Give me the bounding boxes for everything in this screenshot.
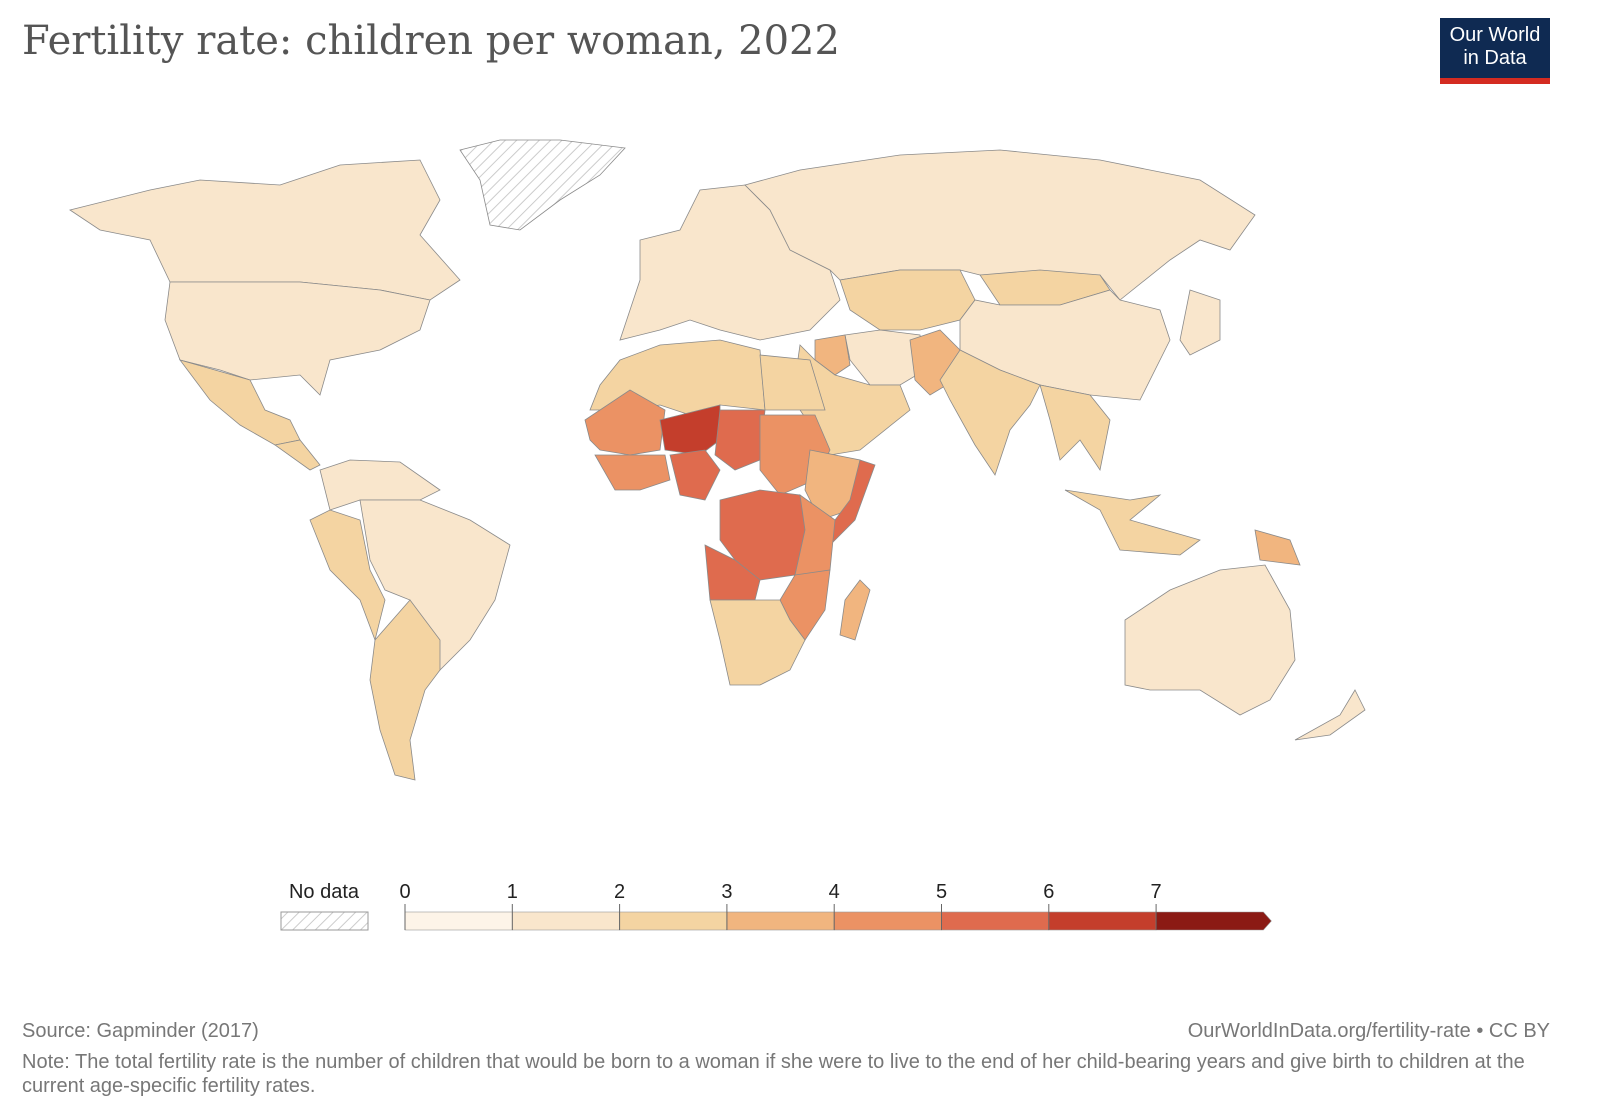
world-map bbox=[69, 139, 1366, 781]
region-argentina[interactable] bbox=[369, 599, 441, 781]
region-russia[interactable] bbox=[744, 149, 1256, 301]
region-mali-chad[interactable] bbox=[714, 409, 766, 471]
note-text: Note: The total fertility rate is the nu… bbox=[22, 1051, 1525, 1097]
region-australia[interactable] bbox=[1124, 564, 1296, 716]
region-angola[interactable] bbox=[704, 544, 761, 601]
no-data-label: No data bbox=[289, 881, 360, 903]
legend-tick-label: 6 bbox=[1043, 881, 1054, 903]
region-sahel-west[interactable] bbox=[584, 389, 666, 456]
region-new-zealand[interactable] bbox=[1294, 689, 1366, 741]
legend-tick-label: 1 bbox=[507, 881, 518, 903]
legend-tick-label: 2 bbox=[614, 881, 625, 903]
legend-bin bbox=[404, 911, 513, 931]
source-text: Source: Gapminder (2017) bbox=[22, 1020, 259, 1042]
legend-bin bbox=[941, 911, 1050, 931]
region-southeast-asia[interactable] bbox=[1039, 384, 1111, 472]
legend-tick-label: 3 bbox=[721, 881, 732, 903]
no-data-swatch bbox=[280, 911, 369, 931]
region-brazil[interactable] bbox=[359, 499, 511, 671]
legend-bin bbox=[1155, 911, 1272, 931]
region-greenland[interactable] bbox=[459, 139, 626, 231]
legend-bin bbox=[726, 911, 835, 931]
source-url-link[interactable]: OurWorldInData.org/fertility-rate • CC B… bbox=[1187, 1020, 1550, 1042]
region-japan[interactable] bbox=[1179, 289, 1221, 356]
logo-line2: in Data bbox=[1463, 47, 1527, 69]
region-egypt[interactable] bbox=[759, 354, 826, 411]
legend-bin bbox=[833, 911, 942, 931]
region-madagascar[interactable] bbox=[839, 579, 871, 641]
region-central-america[interactable] bbox=[274, 439, 321, 471]
logo-bar bbox=[1440, 78, 1550, 84]
region-india[interactable] bbox=[939, 349, 1041, 476]
owid-logo[interactable]: Our World in Data bbox=[1440, 18, 1550, 84]
region-niger[interactable] bbox=[659, 404, 721, 456]
region-southern-africa[interactable] bbox=[709, 599, 806, 686]
legend-tick-label: 4 bbox=[829, 881, 840, 903]
logo-line1: Our World bbox=[1449, 24, 1541, 46]
legend-bin bbox=[511, 911, 620, 931]
region-andes[interactable] bbox=[309, 509, 386, 642]
region-ethiopia[interactable] bbox=[804, 449, 861, 521]
chart-title: Fertility rate: children per woman, 2022 bbox=[22, 18, 840, 64]
region-nigeria[interactable] bbox=[669, 449, 721, 501]
region-south-america-north[interactable] bbox=[319, 459, 441, 511]
region-canada[interactable] bbox=[69, 159, 461, 301]
region-iran[interactable] bbox=[844, 329, 926, 386]
legend-bin bbox=[1048, 911, 1157, 931]
color-legend: No data 0 1 2 3 4 5 6 7 bbox=[280, 881, 1272, 931]
region-west-coast[interactable] bbox=[594, 454, 671, 491]
region-iraq[interactable] bbox=[814, 334, 851, 376]
region-png[interactable] bbox=[1254, 529, 1301, 566]
legend-bin bbox=[619, 911, 728, 931]
region-indonesia[interactable] bbox=[1064, 489, 1201, 556]
legend-tick-label: 0 bbox=[399, 881, 410, 903]
legend-tick-label: 5 bbox=[936, 881, 947, 903]
legend-tick-label: 7 bbox=[1151, 881, 1162, 903]
